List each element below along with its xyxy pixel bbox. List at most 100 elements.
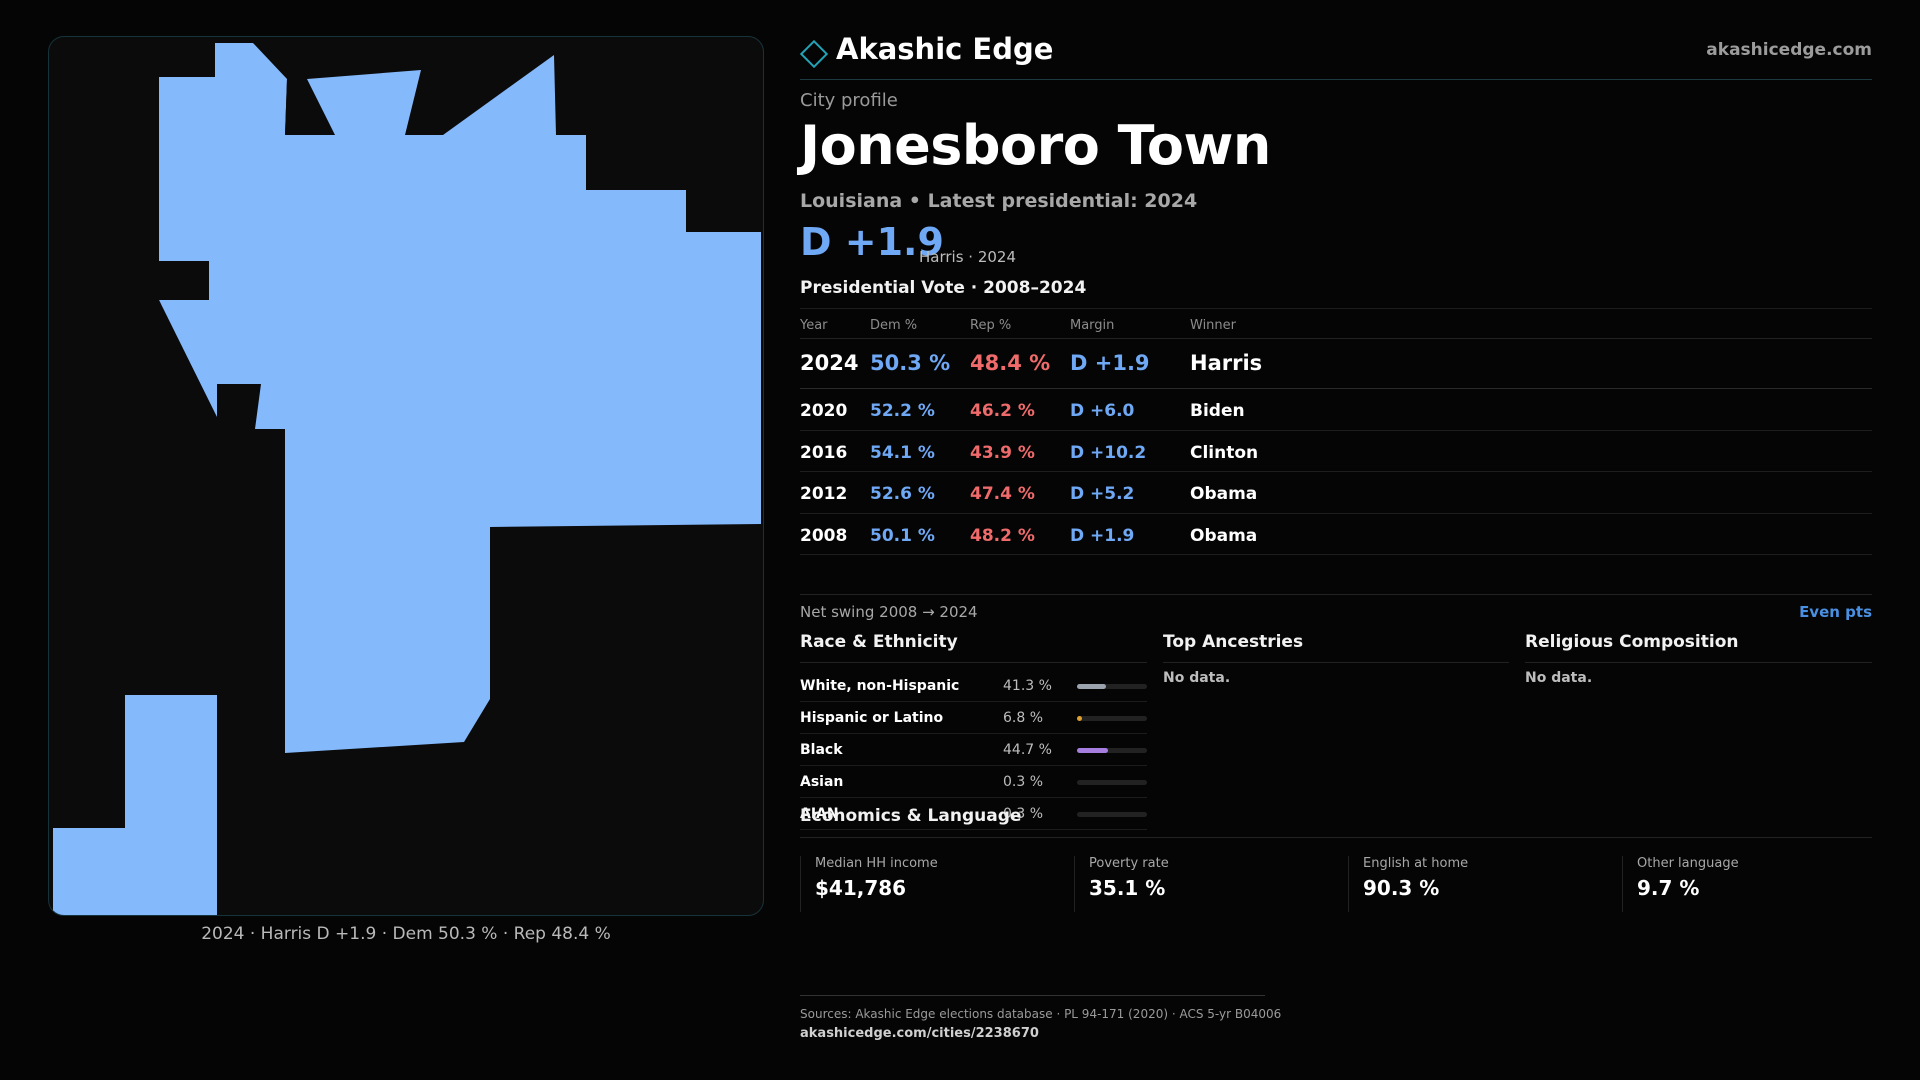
footer-sources: Sources: Akashic Edge elections database…: [800, 1007, 1282, 1021]
vote-cell-year: 2024: [800, 351, 859, 375]
vote-row-2008: 2008 50.1 % 48.2 % D +1.9 Obama: [800, 514, 1872, 555]
vote-cell-dem: 52.2 %: [870, 401, 935, 421]
ancestries-divider: [1163, 662, 1509, 663]
race-bar-track: [1077, 812, 1147, 817]
econ-label: Other language: [1637, 856, 1739, 871]
map-caption: 2024 · Harris D +1.9 · Dem 50.3 % · Rep …: [201, 924, 611, 944]
vote-cell-rep: 47.4 %: [970, 484, 1035, 504]
vote-cell-rep: 46.2 %: [970, 401, 1035, 421]
swing-divider: [800, 594, 1872, 595]
ancestries-title: Top Ancestries: [1163, 632, 1304, 652]
race-bar-track: [1077, 780, 1147, 785]
vote-cell-rep: 48.4 %: [970, 351, 1051, 375]
race-pct: 6.8 %: [1003, 710, 1044, 726]
vote-row-2024: 2024 50.3 % 48.4 % D +1.9 Harris: [800, 339, 1872, 389]
race-label: White, non-Hispanic: [800, 678, 960, 694]
econ-card: English at home 90.3 %: [1348, 856, 1608, 912]
vote-cell-winner: Clinton: [1190, 442, 1259, 463]
race-row: Hispanic or Latino 6.8 %: [800, 702, 1147, 734]
vote-cell-winner: Obama: [1190, 525, 1258, 546]
vote-cell-margin: D +10.2: [1070, 442, 1147, 463]
page-title: Jonesboro Town: [800, 114, 1271, 177]
econ-card: Poverty rate 35.1 %: [1074, 856, 1334, 912]
col-margin: Margin: [1070, 318, 1115, 333]
vote-cell-winner: Harris: [1190, 351, 1263, 375]
vote-table-header: Year Dem % Rep % Margin Winner: [800, 308, 1872, 339]
econ-label: Median HH income: [815, 856, 938, 871]
vote-row-2012: 2012 52.6 % 47.4 % D +5.2 Obama: [800, 472, 1872, 514]
city-profile: Akashic Edge akashicedge.com City profil…: [799, 30, 1872, 1050]
econ-card: Median HH income $41,786: [800, 856, 1060, 912]
vote-cell-dem: 50.3 %: [870, 351, 951, 375]
race-label: Asian: [800, 774, 844, 790]
race-label: Black: [800, 742, 843, 758]
latest-margin: D +1.9: [800, 220, 944, 264]
econ-value: 35.1 %: [1089, 876, 1166, 900]
race-label: Hispanic or Latino: [800, 710, 944, 726]
race-row: Black 44.7 %: [800, 734, 1147, 766]
vote-cell-year: 2008: [800, 525, 848, 546]
top-bar: Akashic Edge akashicedge.com: [799, 30, 1872, 80]
vote-cell-dem: 54.1 %: [870, 442, 935, 463]
diamond-outline-icon: [799, 39, 829, 69]
vote-row-2016: 2016 54.1 % 43.9 % D +10.2 Clinton: [800, 431, 1872, 472]
footer-url[interactable]: akashicedge.com/cities/2238670: [800, 1026, 1039, 1041]
race-row: Asian 0.3 %: [800, 766, 1147, 798]
race-bar-fill: [1077, 748, 1109, 753]
race-row: AIAN 0.3 %: [800, 798, 1147, 830]
race-pct: 0.3 %: [1003, 806, 1044, 822]
city-boundary-map[interactable]: [48, 36, 764, 916]
religion-title: Religious Composition: [1525, 632, 1739, 652]
race-bar-fill: [1077, 716, 1082, 721]
race-bar-fill: [1077, 780, 1079, 785]
brand-name[interactable]: Akashic Edge: [836, 32, 1054, 66]
race-pct: 41.3 %: [1003, 678, 1052, 694]
boundary-notch: [285, 79, 335, 135]
econ-value: 9.7 %: [1637, 876, 1700, 900]
vote-table: Year Dem % Rep % Margin Winner 2024 50.3 …: [800, 308, 1872, 555]
ancestries-empty: No data.: [1163, 670, 1231, 686]
page-subtitle: Louisiana • Latest presidential: 2024: [800, 190, 1198, 212]
vote-cell-dem: 50.1 %: [870, 525, 935, 546]
boundary-diagonal: [159, 261, 261, 417]
religion-empty: No data.: [1525, 670, 1593, 686]
col-winner: Winner: [1190, 318, 1237, 333]
economics-title: Economics & Language: [800, 806, 1022, 826]
econ-label: Poverty rate: [1089, 856, 1169, 871]
vote-cell-year: 2016: [800, 442, 848, 463]
race-bar-fill: [1077, 684, 1106, 689]
vote-cell-dem: 52.6 %: [870, 484, 935, 504]
econ-value: 90.3 %: [1363, 876, 1440, 900]
vote-cell-winner: Obama: [1190, 484, 1258, 504]
vote-table-title: Presidential Vote · 2008–2024: [800, 278, 1087, 298]
race-label: AIAN: [800, 806, 839, 822]
vote-cell-year: 2012: [800, 484, 848, 504]
race-bar-fill: [1077, 812, 1079, 817]
religion-divider: [1525, 662, 1872, 663]
col-rep: Rep %: [970, 318, 1012, 333]
boundary-svg: [53, 43, 761, 915]
col-dem: Dem %: [870, 318, 918, 333]
boundary-gap-upper-left: [53, 77, 219, 417]
vote-cell-margin: D +1.9: [1070, 525, 1135, 546]
net-swing-label: Net swing 2008 → 2024: [800, 603, 978, 621]
vote-cell-margin: D +1.9: [1070, 351, 1150, 375]
race-row: White, non-Hispanic 41.3 %: [800, 670, 1147, 702]
vote-cell-winner: Biden: [1190, 401, 1245, 421]
race-bar-track: [1077, 748, 1147, 753]
race-bar-track: [1077, 684, 1147, 689]
footer-divider: [800, 995, 1265, 996]
econ-value: $41,786: [815, 876, 907, 900]
boundary-gap-left: [53, 417, 285, 828]
econ-label: English at home: [1363, 856, 1469, 871]
race-pct: 44.7 %: [1003, 742, 1052, 758]
net-swing-value: Even pts: [1799, 603, 1872, 621]
page-kicker: City profile: [800, 90, 898, 111]
boundary-diagonal-cut: [159, 300, 217, 417]
site-url[interactable]: akashicedge.com: [1706, 40, 1872, 60]
race-pct: 0.3 %: [1003, 774, 1044, 790]
vote-cell-rep: 48.2 %: [970, 525, 1035, 546]
col-year: Year: [800, 318, 828, 333]
econ-card: Other language 9.7 %: [1622, 856, 1882, 912]
vote-cell-year: 2020: [800, 401, 848, 421]
